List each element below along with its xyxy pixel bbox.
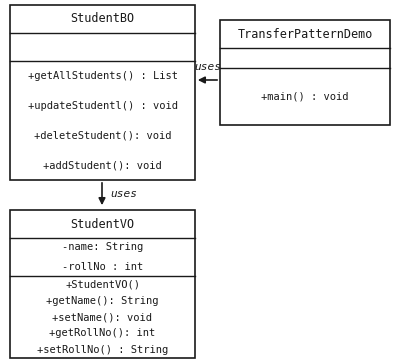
Text: uses: uses	[110, 189, 137, 199]
Text: +getRollNo(): int: +getRollNo(): int	[49, 328, 155, 339]
Text: uses: uses	[194, 62, 221, 72]
Text: StudentVO: StudentVO	[70, 218, 134, 230]
Text: +setName(): void: +setName(): void	[53, 312, 152, 322]
Text: +main() : void: +main() : void	[261, 91, 348, 102]
Bar	[10, 210, 194, 358]
Text: +getAllStudents() : List: +getAllStudents() : List	[27, 71, 177, 81]
Text: +setRollNo() : String: +setRollNo() : String	[37, 345, 168, 355]
Text: TransferPatternDemo: TransferPatternDemo	[237, 28, 372, 40]
Bar	[219, 20, 389, 125]
Bar	[10, 5, 194, 180]
Text: +addStudent(): void: +addStudent(): void	[43, 160, 162, 170]
Text: +getName(): String: +getName(): String	[46, 296, 158, 306]
Text: -name: String: -name: String	[62, 242, 143, 253]
Text: StudentBO: StudentBO	[70, 12, 134, 25]
Text: -rollNo : int: -rollNo : int	[62, 261, 143, 272]
Text: +StudentVO(): +StudentVO()	[65, 279, 140, 289]
Text: +deleteStudent(): void: +deleteStudent(): void	[34, 130, 171, 141]
Text: +updateStudentl() : void: +updateStudentl() : void	[27, 100, 177, 111]
